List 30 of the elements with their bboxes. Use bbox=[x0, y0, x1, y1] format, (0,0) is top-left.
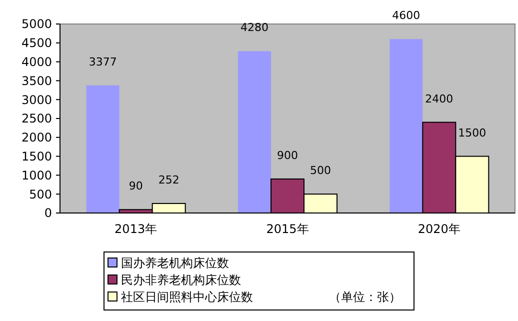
data-label: 4280 bbox=[240, 21, 268, 34]
data-label: 3377 bbox=[88, 55, 117, 68]
x-tick-label: 2020年 bbox=[418, 222, 460, 236]
data-label: 900 bbox=[277, 148, 298, 162]
text: （单位：张） bbox=[329, 290, 401, 304]
data-label: 90 bbox=[128, 180, 143, 193]
y-tick-label: 3500 bbox=[21, 74, 52, 88]
y-tick-label: 2500 bbox=[21, 112, 52, 126]
legend-label: 社区日间照料中心床位数 bbox=[121, 290, 253, 304]
y-tick-label: 500 bbox=[29, 187, 52, 202]
x-tick-label: 2013年 bbox=[114, 222, 158, 236]
legend-label: 民办非养老机构床位数 bbox=[121, 273, 241, 288]
bar bbox=[86, 85, 120, 213]
y-tick-label: 4500 bbox=[21, 36, 52, 50]
x-tick-label: 2015年 bbox=[266, 222, 309, 236]
bar bbox=[390, 39, 423, 213]
data-label: 252 bbox=[158, 173, 180, 186]
y-tick-label: 1000 bbox=[21, 168, 52, 182]
bar bbox=[238, 51, 271, 213]
legend-label: 国办养老机构床位数 bbox=[121, 256, 229, 270]
y-tick-label: 3000 bbox=[21, 92, 52, 107]
y-tick-label: 5000 bbox=[21, 17, 52, 32]
data-label: 1500 bbox=[458, 126, 486, 140]
y-tick-label: 0 bbox=[44, 206, 52, 220]
data-label: 500 bbox=[310, 164, 331, 178]
data-label: 4600 bbox=[392, 9, 420, 22]
y-tick-label: 4000 bbox=[21, 55, 52, 69]
y-tick-label: 2000 bbox=[21, 130, 52, 145]
data-label: 2400 bbox=[425, 92, 454, 106]
y-tick-label: 1500 bbox=[21, 150, 52, 164]
